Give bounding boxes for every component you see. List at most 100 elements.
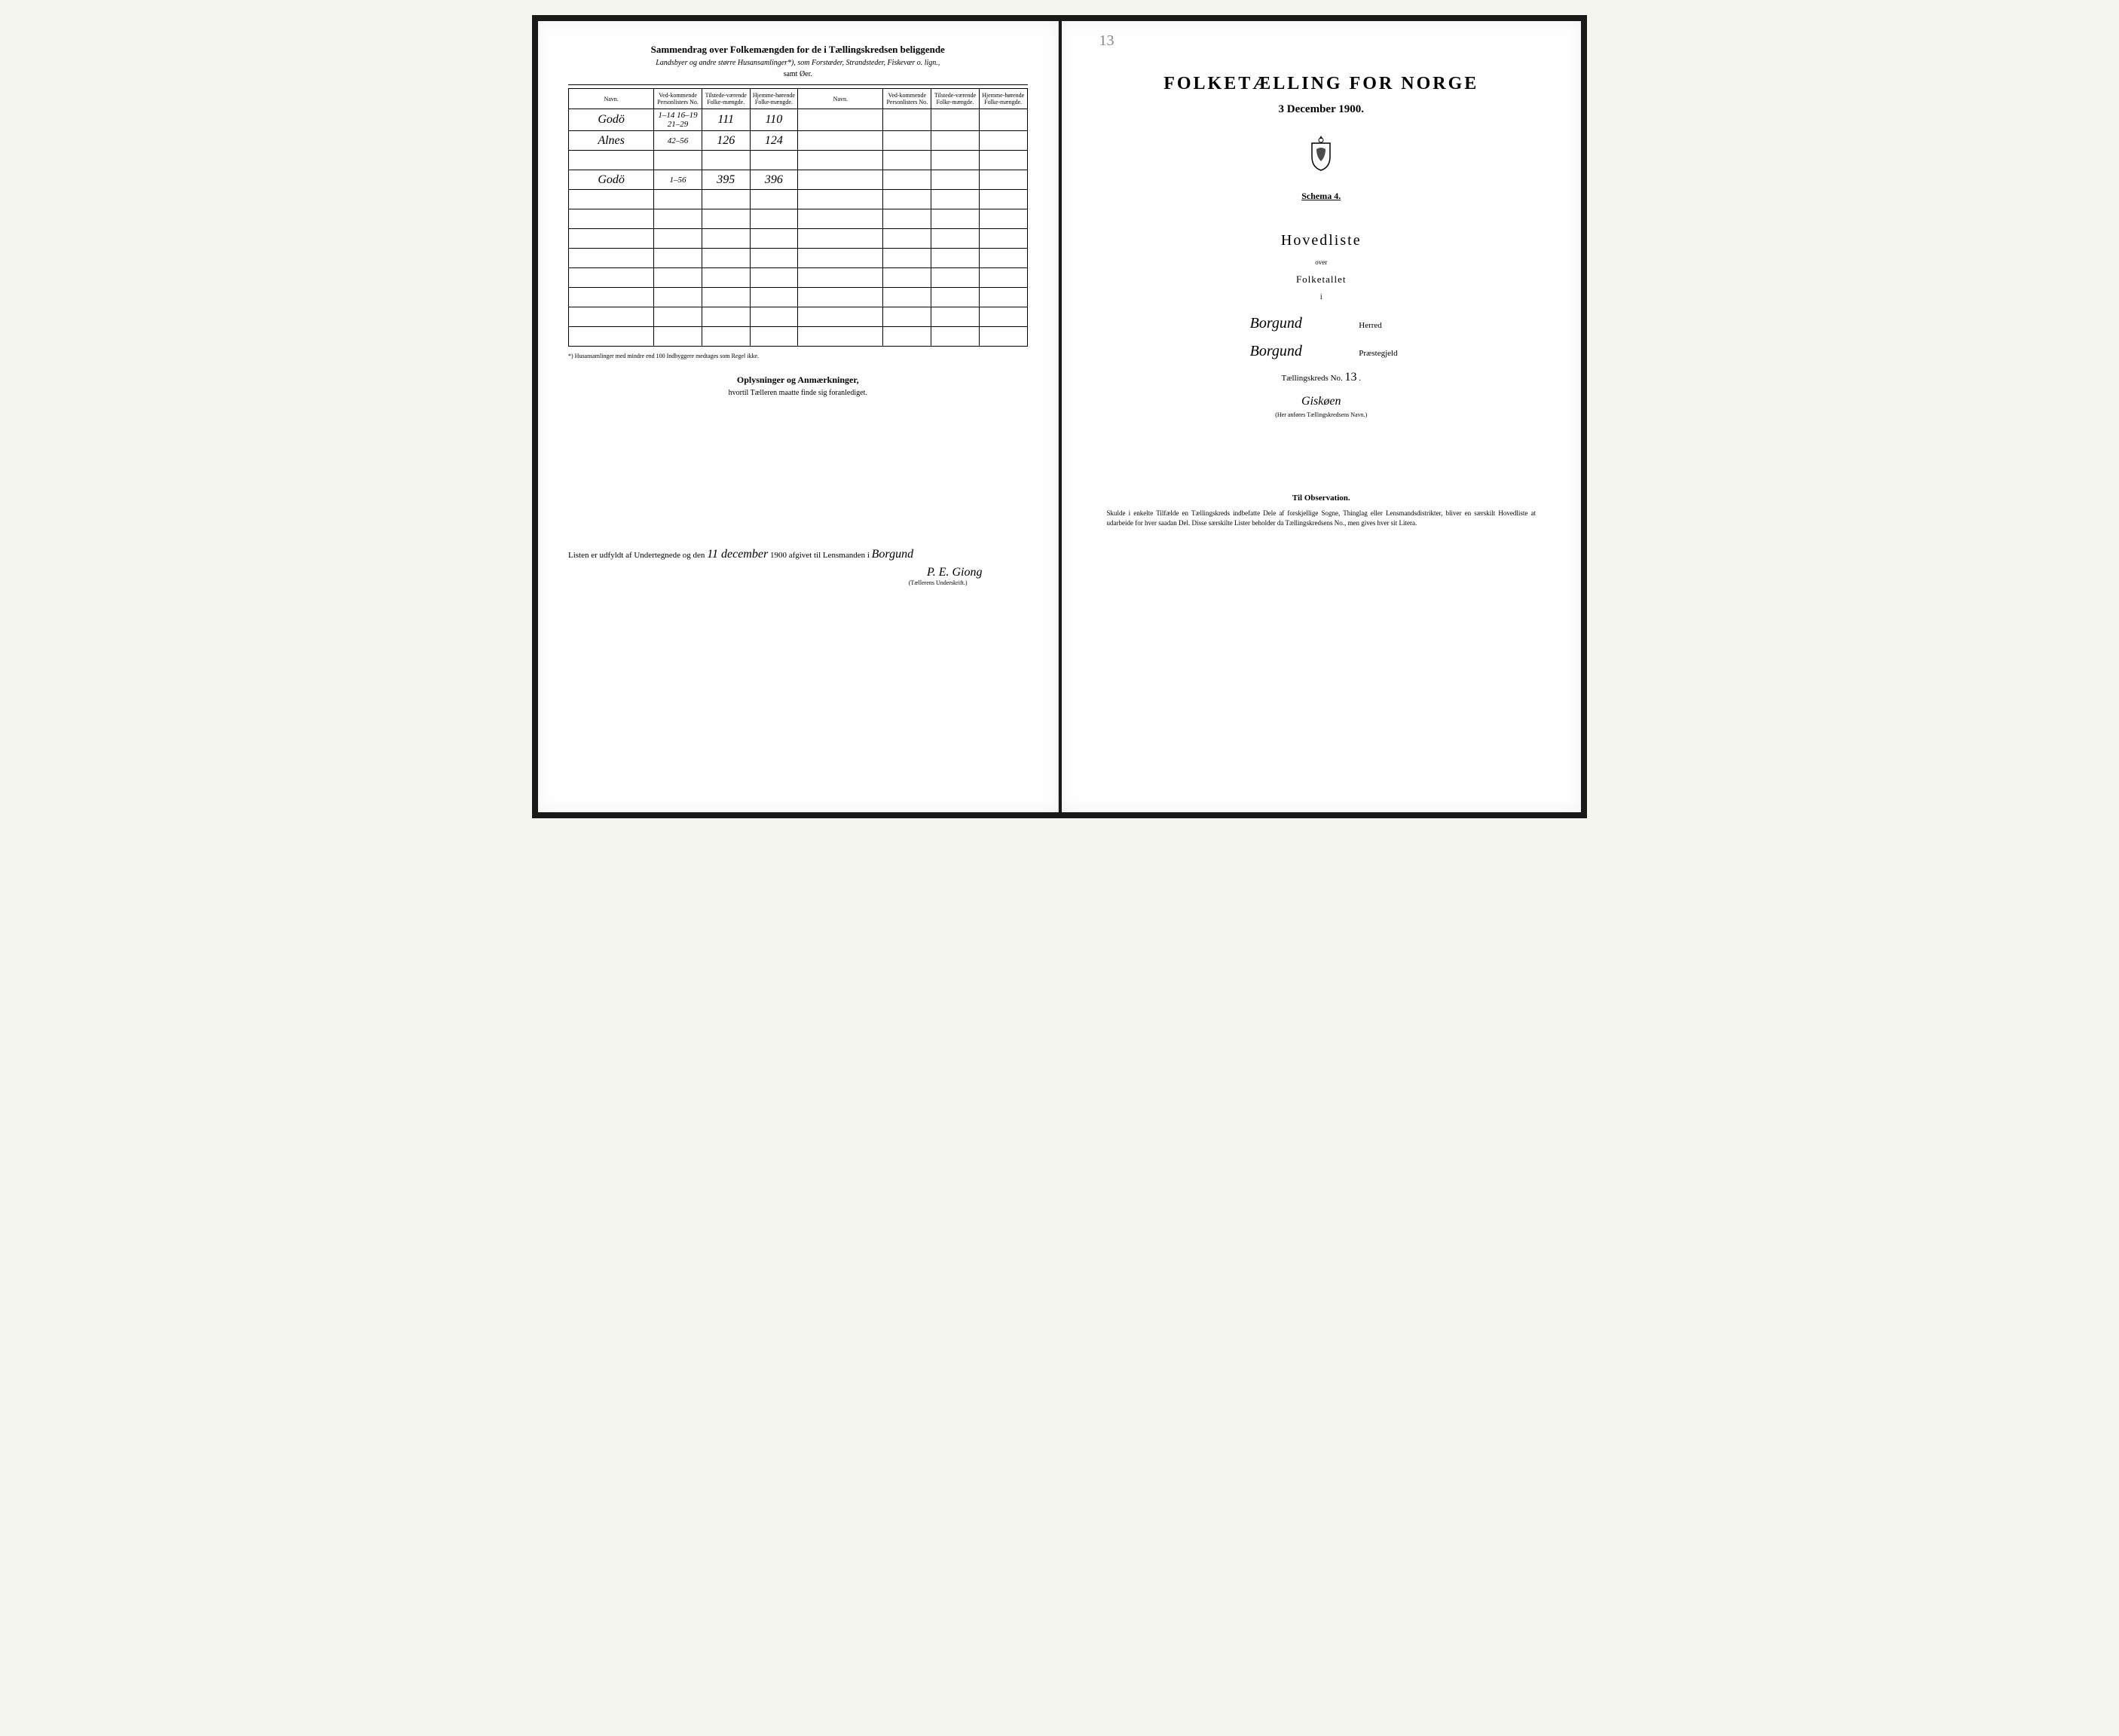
cell-empty [798,307,883,327]
left-page: Sammendrag over Folkemængden for de i Tæ… [538,21,1059,812]
cell-empty [931,229,980,249]
tk-label-b: . [1359,374,1361,383]
observation-text: Skulde i enkelte Tilfælde en Tællingskre… [1092,509,1552,527]
table-row [569,327,1028,347]
cell-empty [883,327,931,347]
cell-navn: Godö [569,109,654,131]
cell-empty [883,190,931,209]
cell-tilstede: 126 [702,131,750,151]
cell-empty [979,327,1027,347]
cell-hjemme [750,151,798,170]
sig-text-a: Listen er udfyldt af Undertegnede og den [568,551,707,560]
col-hjemme: Hjemme-hørende Folke-mængde. [750,89,798,109]
over-label: over [1092,258,1552,266]
col-pers: Ved-kommende Personlisters No. [654,89,702,109]
cell-hjemme: 110 [750,109,798,131]
cell-empty [979,131,1027,151]
cell-empty [654,229,702,249]
col-tilstede: Tilstede-værende Folke-mængde. [702,89,750,109]
col-tilstede2: Tilstede-værende Folke-mængde. [931,89,980,109]
cell-empty [883,229,931,249]
cell-empty [569,229,654,249]
cell-empty [979,249,1027,268]
cell-empty [750,209,798,229]
cell-empty [883,307,931,327]
cell-empty [931,288,980,307]
cell-empty [654,307,702,327]
cell-empty [750,229,798,249]
cell-empty [702,209,750,229]
cell-tilstede [702,151,750,170]
cell-empty [931,249,980,268]
cell-empty [569,307,654,327]
cell-empty [798,209,883,229]
cell-empty [569,288,654,307]
cell-empty [702,327,750,347]
cell-empty [931,268,980,288]
left-subtitle: Landsbyer og andre større Husansamlinger… [568,59,1028,67]
table-header-row: Navn. Ved-kommende Personlisters No. Til… [569,89,1028,109]
signature-block: Listen er udfyldt af Undertegnede og den… [568,548,1028,586]
cell-empty [750,288,798,307]
cell-empty [931,307,980,327]
herred-value: Borgund [1223,315,1329,332]
cell-empty [798,249,883,268]
cell-empty [798,229,883,249]
cell-tilstede: 395 [702,170,750,190]
signature-line: Listen er udfyldt af Undertegnede og den… [568,548,1028,561]
cell-empty [702,307,750,327]
cell-pers: 1–56 [654,170,702,190]
table-row [569,209,1028,229]
folketallet-label: Folketallet [1092,274,1552,286]
cell-empty [931,209,980,229]
cell-empty [979,229,1027,249]
oplys-subtitle: hvortil Tælleren maatte finde sig foranl… [568,389,1028,397]
cell-empty [979,288,1027,307]
cell-empty [883,131,931,151]
col-navn2: Navn. [798,89,883,109]
cell-hjemme: 124 [750,131,798,151]
cell-empty [979,209,1027,229]
cell-empty [569,327,654,347]
cell-empty [654,249,702,268]
book-spread: Sammendrag over Folkemængden for de i Tæ… [532,15,1587,818]
cell-empty [750,307,798,327]
table-row: Godö 1–14 16–19 21–29 111 110 [569,109,1028,131]
col-hjemme2: Hjemme-hørende Folke-mængde. [979,89,1027,109]
table-row [569,229,1028,249]
cell-empty [750,190,798,209]
table-body: Godö 1–14 16–19 21–29 111 110 Alnes 42–5… [569,109,1028,347]
praeste-value: Borgund [1223,343,1329,360]
cell-empty [798,109,883,131]
cell-empty [883,151,931,170]
kreds-note: (Her anføres Tællingskredsens Navn.) [1092,411,1552,418]
cell-empty [883,209,931,229]
cell-empty [931,170,980,190]
tk-number: 13 [1345,371,1357,384]
cell-empty [798,190,883,209]
cell-empty [979,268,1027,288]
left-title: Sammendrag over Folkemængden for de i Tæ… [568,44,1028,56]
table-row [569,268,1028,288]
sig-place: Borgund [872,548,913,561]
cell-empty [931,151,980,170]
main-title: FOLKETÆLLING FOR NORGE [1092,74,1552,94]
cell-empty [654,190,702,209]
cell-empty [883,170,931,190]
cell-empty [931,131,980,151]
cell-navn: Alnes [569,131,654,151]
oplys-title: Oplysninger og Anmærkninger, [568,374,1028,386]
cell-navn: Godö [569,170,654,190]
cell-empty [702,229,750,249]
cell-empty [883,249,931,268]
praestegjeld-row: Borgund Præstegjeld [1092,343,1552,360]
cell-empty [883,109,931,131]
table-row [569,151,1028,170]
cell-empty [931,109,980,131]
cell-empty [569,249,654,268]
herred-label: Herred [1359,321,1419,330]
right-page: 13 FOLKETÆLLING FOR NORGE 3 December 190… [1062,21,1582,812]
cell-empty [931,327,980,347]
cell-empty [702,190,750,209]
taellingskreds-row: Tællingskreds No. 13 . [1092,371,1552,384]
